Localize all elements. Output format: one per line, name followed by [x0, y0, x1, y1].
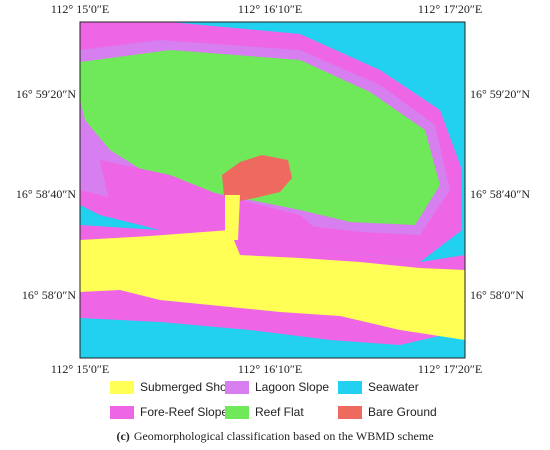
top-label: 112° 15′0″E: [51, 2, 109, 16]
bottom-label: 112° 16′10″E: [238, 362, 302, 376]
caption-text: Geomorphological classification based on…: [134, 429, 434, 443]
top-label: 112° 16′10″E: [238, 2, 302, 16]
right-label: 16° 58′40″N: [470, 187, 530, 201]
bottom-label: 112° 15′0″E: [51, 362, 109, 376]
bottom-label: 112° 17′20″E: [418, 362, 482, 376]
left-label: 16° 58′0″N: [22, 288, 76, 302]
legend-label: Fore-Reef Slope: [140, 405, 228, 419]
legend-swatch: [338, 381, 362, 394]
fore-reef-corner: [80, 22, 120, 40]
left-label: 16° 58′40″N: [16, 187, 76, 201]
left-label: 16° 59′20″N: [16, 87, 76, 101]
reef-flat-region: [80, 50, 440, 225]
legend-label: Seawater: [368, 380, 419, 394]
map-frame: [79, 21, 466, 359]
legend-swatch: [338, 406, 362, 419]
legend: Submerged Shoal Lagoon Slope Seawater Fore-…: [110, 380, 437, 419]
coordinate-labels: 112° 15′0″E 112° 16′10″E 112° 17′20″E 112° …: [16, 2, 531, 376]
caption-marker: (c): [116, 429, 129, 443]
top-label: 112° 17′20″E: [418, 2, 482, 16]
legend-swatch: [225, 406, 249, 419]
legend-swatch: [225, 381, 249, 394]
legend-swatch: [110, 406, 134, 419]
classification-map: [80, 22, 465, 358]
fore-reef-inner: [100, 160, 320, 240]
legend-label: Submerged Shoal: [140, 380, 236, 394]
right-label: 16° 58′0″N: [470, 288, 524, 302]
legend-label: Lagoon Slope: [255, 380, 329, 394]
legend-swatch: [110, 381, 134, 394]
legend-label: Bare Ground: [368, 405, 437, 419]
submerged-shoal-region: [80, 230, 465, 340]
submerged-shoal-patch: [225, 195, 240, 240]
bare-ground-region: [222, 155, 292, 202]
right-label: 16° 59′20″N: [470, 87, 530, 101]
caption: (c) Geomorphological classification based…: [116, 429, 433, 443]
legend-label: Reef Flat: [255, 405, 304, 419]
